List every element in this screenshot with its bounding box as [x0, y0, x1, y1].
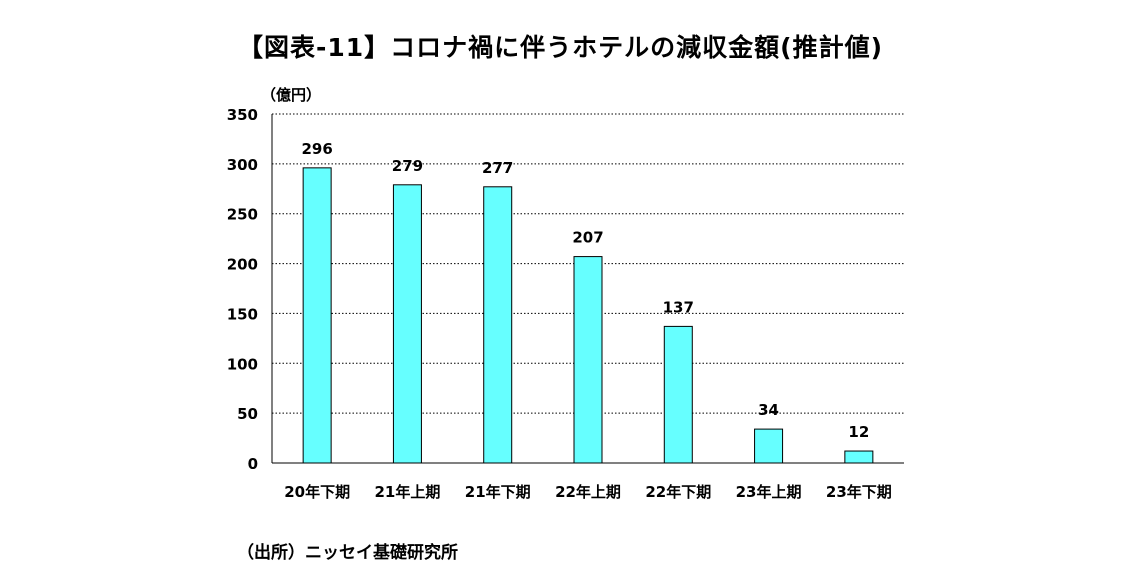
- y-tick-label: 0: [248, 455, 258, 473]
- bar-2: [392, 184, 422, 464]
- x-tick-label: 22年上期: [555, 483, 621, 501]
- x-tick-label: 21年下期: [465, 483, 531, 501]
- labels: 0 50 100 150 200 250 300 350（億円） 296 20年下期 279 21年上…: [227, 86, 892, 501]
- data-label: 207: [572, 229, 603, 247]
- x-tick-label: 21年上期: [374, 483, 440, 501]
- x-tick-label: 23年上期: [736, 483, 802, 501]
- source-note: （出所）ニッセイ基礎研究所: [237, 543, 458, 563]
- bar-1: [302, 167, 332, 464]
- data-label: 296: [301, 140, 332, 158]
- y-tick-label: 150: [227, 305, 258, 323]
- y-tick-label: 350: [227, 106, 258, 124]
- data-label: 279: [392, 157, 423, 175]
- x-tick-label: 23年下期: [826, 483, 892, 501]
- bar-7: [844, 450, 874, 464]
- bar-5: [663, 325, 693, 464]
- y-tick-label: 250: [227, 206, 258, 224]
- data-label: 34: [758, 401, 779, 419]
- data-label: 277: [482, 159, 513, 177]
- bar-3: [483, 186, 513, 464]
- y-tick-label: 100: [227, 355, 258, 373]
- y-tick-label: 200: [227, 256, 258, 274]
- bars: [302, 167, 874, 464]
- y-tick-label: 300: [227, 156, 258, 174]
- data-label: 12: [848, 423, 869, 441]
- chart-title: 【図表-11】コロナ禍に伴うホテルの減収金額(推計値): [237, 33, 884, 62]
- data-label: 137: [663, 298, 694, 316]
- bar-6: [754, 428, 784, 464]
- y-tick-label: 50: [237, 405, 258, 423]
- y-unit-label: （億円）: [261, 86, 321, 104]
- x-tick-label: 22年下期: [645, 483, 711, 501]
- x-tick-label: 20年下期: [284, 483, 350, 501]
- bar-4: [573, 256, 603, 464]
